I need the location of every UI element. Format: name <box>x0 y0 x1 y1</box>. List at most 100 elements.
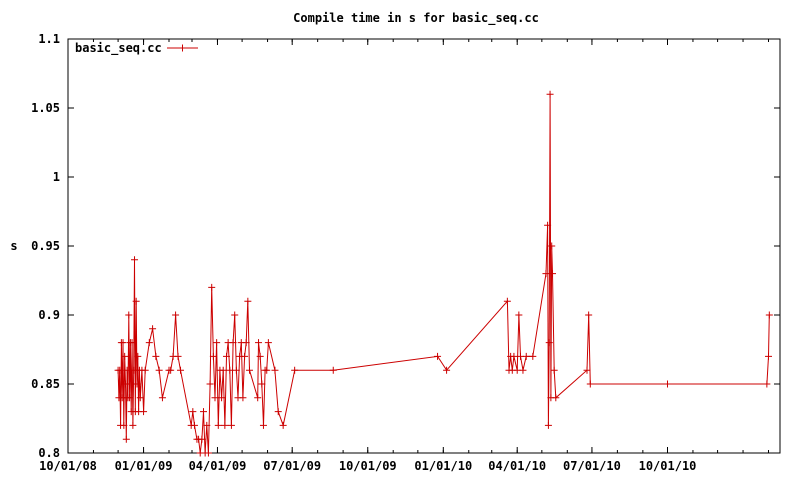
data-point <box>274 408 282 416</box>
data-point <box>545 339 553 347</box>
data-point <box>189 408 197 416</box>
data-point <box>256 352 264 360</box>
legend-marker <box>179 44 186 52</box>
data-point <box>136 394 144 402</box>
y-tick-label: 0.95 <box>31 239 60 253</box>
data-point <box>255 339 263 347</box>
data-point <box>132 297 140 305</box>
data-point <box>239 394 247 402</box>
data-point <box>218 394 226 402</box>
data-point <box>122 435 130 443</box>
data-point <box>121 380 129 388</box>
x-ticks: 10/01/08 01/01/09 04/01/09 07/01/09 10/01/09… <box>39 39 770 473</box>
data-point <box>329 366 337 374</box>
data-point <box>158 394 166 402</box>
data-point <box>141 366 149 374</box>
data-point <box>443 366 451 374</box>
data-point <box>226 366 234 374</box>
data-point <box>264 339 272 347</box>
data-point <box>172 311 180 319</box>
data-point <box>529 352 537 360</box>
legend: basic_seq.cc <box>75 41 198 56</box>
data-point <box>198 435 206 443</box>
x-tick-label: 01/01/10 <box>414 459 472 473</box>
data-point <box>152 352 160 360</box>
data-point <box>206 380 214 388</box>
data-point <box>133 380 141 388</box>
data-point <box>204 449 212 457</box>
y-ticks: 0.8 0.85 0.9 0.95 1 1.05 1.1 <box>31 32 780 460</box>
data-point <box>279 421 287 429</box>
data-point <box>548 242 556 250</box>
data-point <box>174 352 182 360</box>
data-point <box>208 283 216 291</box>
x-tick-label: 01/01/09 <box>115 459 173 473</box>
data-point <box>515 311 523 319</box>
data-point <box>213 339 221 347</box>
data-point <box>765 311 773 319</box>
data-point <box>522 352 530 360</box>
data-point <box>167 366 175 374</box>
data-point <box>129 421 137 429</box>
series-layer <box>114 90 773 457</box>
data-point <box>120 421 128 429</box>
data-point <box>245 366 253 374</box>
data-point <box>259 421 267 429</box>
data-point <box>145 339 153 347</box>
data-point <box>214 421 222 429</box>
data-point <box>546 90 554 98</box>
data-point <box>263 366 271 374</box>
x-tick-label: 04/01/09 <box>189 459 247 473</box>
data-point <box>229 339 237 347</box>
data-point <box>552 394 560 402</box>
data-point <box>134 352 142 360</box>
data-point <box>121 352 129 360</box>
data-point <box>291 366 299 374</box>
data-point <box>244 297 252 305</box>
x-tick-label: 07/01/10 <box>563 459 621 473</box>
data-point <box>242 339 250 347</box>
y-tick-label: 0.8 <box>38 446 60 460</box>
data-point <box>231 311 239 319</box>
data-point <box>116 366 124 374</box>
data-point <box>550 366 558 374</box>
data-point <box>200 408 208 416</box>
series-line <box>117 94 770 454</box>
y-tick-label: 1 <box>53 170 60 184</box>
data-point <box>227 421 235 429</box>
data-point <box>544 421 552 429</box>
data-point <box>544 221 552 229</box>
data-point <box>271 366 279 374</box>
data-point <box>503 297 511 305</box>
data-point <box>155 366 163 374</box>
y-tick-label: 0.9 <box>38 308 60 322</box>
data-point <box>209 352 217 360</box>
data-point <box>542 270 550 278</box>
x-tick-label: 04/01/10 <box>488 459 546 473</box>
data-point <box>140 408 148 416</box>
y-tick-label: 0.85 <box>31 377 60 391</box>
data-point <box>232 366 240 374</box>
chart-title: Compile time in s for basic_seq.cc <box>293 11 539 26</box>
data-point <box>222 352 230 360</box>
data-point <box>583 366 591 374</box>
data-point <box>219 366 227 374</box>
x-tick-label: 10/01/10 <box>639 459 697 473</box>
data-point <box>190 421 198 429</box>
x-tick-label: 07/01/09 <box>263 459 321 473</box>
data-point <box>258 380 266 388</box>
data-point <box>177 366 185 374</box>
x-tick-label: 10/01/09 <box>339 459 397 473</box>
data-point <box>241 352 249 360</box>
data-point <box>131 256 139 264</box>
data-point <box>123 366 131 374</box>
data-point <box>586 380 594 388</box>
y-tick-label: 1.05 <box>31 101 60 115</box>
data-point <box>510 352 518 360</box>
data-point <box>765 352 773 360</box>
data-point <box>203 421 211 429</box>
plot-frame <box>67 38 781 454</box>
data-point <box>125 311 133 319</box>
data-point <box>585 311 593 319</box>
